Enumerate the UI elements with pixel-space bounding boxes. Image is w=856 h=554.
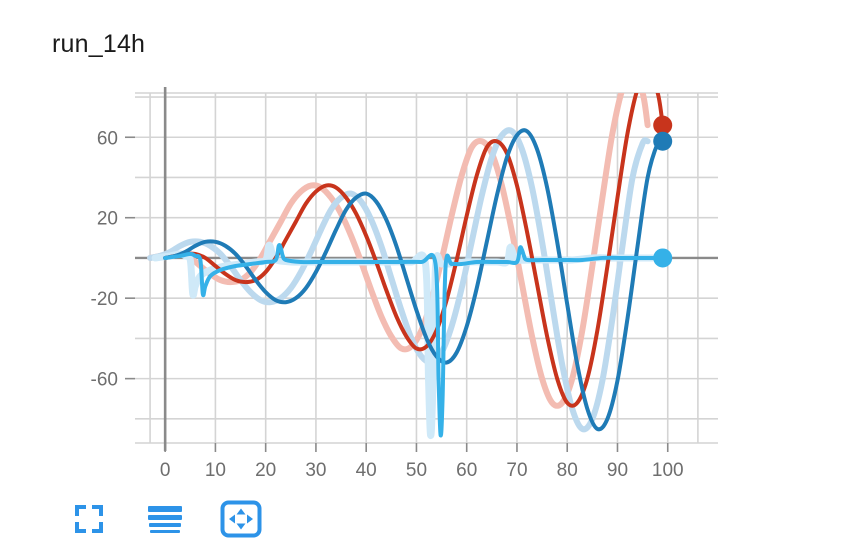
x-tick-label: 100 bbox=[652, 460, 684, 481]
x-axis-tick-labels: 0 10 20 30 40 50 60 70 80 90 100 bbox=[160, 460, 684, 481]
x-tick-label: 40 bbox=[356, 460, 377, 481]
x-tick-label: 0 bbox=[160, 460, 171, 481]
x-tick-label: 70 bbox=[506, 460, 527, 481]
x-tick-label: 20 bbox=[255, 460, 276, 481]
x-tick-label: 80 bbox=[557, 460, 578, 481]
y-tick-label: -20 bbox=[91, 289, 118, 310]
chart-toolbar[interactable] bbox=[66, 492, 264, 548]
x-tick-label: 50 bbox=[406, 460, 427, 481]
pan-move-button[interactable] bbox=[218, 497, 264, 543]
pan-move-icon bbox=[220, 500, 262, 541]
plot-area[interactable]: 0 10 20 30 40 50 60 70 80 90 100 -60 -20 20 60 bbox=[0, 0, 856, 500]
x-tick-label: 90 bbox=[607, 460, 628, 481]
y-tick-label: 20 bbox=[97, 209, 118, 230]
endpoint-dot-blue[interactable] bbox=[653, 131, 673, 151]
legend-lines-button[interactable] bbox=[142, 497, 188, 543]
endpoint-dot-red[interactable] bbox=[653, 115, 673, 135]
list-lines-icon bbox=[147, 503, 183, 538]
y-tick-label: 60 bbox=[97, 128, 118, 149]
fullscreen-icon bbox=[72, 502, 106, 539]
endpoint-dot-cyan[interactable] bbox=[653, 248, 673, 268]
line-chart-svg[interactable]: 0 10 20 30 40 50 60 70 80 90 100 -60 -20 20 60 bbox=[0, 0, 856, 500]
endpoint-markers[interactable] bbox=[653, 115, 673, 268]
series-line-red bbox=[163, 93, 665, 408]
series-line-blue bbox=[163, 128, 665, 432]
fullscreen-button[interactable] bbox=[66, 497, 112, 543]
series-line-red_ghost bbox=[147, 93, 651, 409]
y-axis-tick-labels: -60 -20 20 60 bbox=[91, 128, 118, 390]
x-tick-label: 60 bbox=[456, 460, 477, 481]
page-title: run_14h bbox=[52, 30, 146, 58]
series-line-cyan bbox=[163, 243, 665, 438]
series-layer bbox=[163, 93, 665, 438]
x-tick-label: 30 bbox=[305, 460, 326, 481]
x-tick-label: 10 bbox=[205, 460, 226, 481]
ghost-series-layer bbox=[147, 93, 657, 440]
y-tick-label: -60 bbox=[91, 370, 118, 391]
